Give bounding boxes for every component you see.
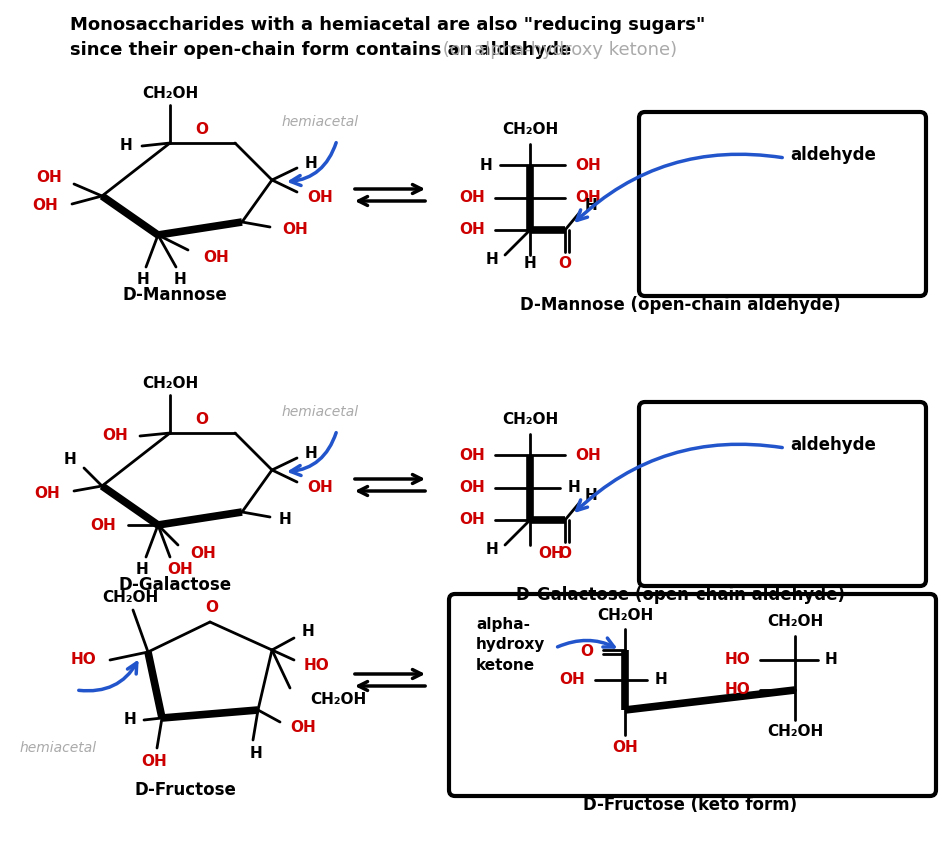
Text: H: H <box>136 271 149 287</box>
Text: D-Galactose: D-Galactose <box>118 576 232 594</box>
Text: H: H <box>135 562 149 576</box>
Text: CH₂OH: CH₂OH <box>502 123 558 137</box>
Text: CH₂OH: CH₂OH <box>767 614 823 630</box>
Text: H: H <box>585 488 598 504</box>
Text: D-Fructose: D-Fructose <box>134 781 236 799</box>
Text: D-Galactose (open-chain aldehyde): D-Galactose (open-chain aldehyde) <box>516 586 845 604</box>
Text: since their open-chain form contains an aldehyde: since their open-chain form contains an … <box>70 41 571 59</box>
Text: OH: OH <box>575 190 601 206</box>
Text: H: H <box>568 480 581 495</box>
Text: OH: OH <box>190 545 216 561</box>
Text: H: H <box>119 138 132 154</box>
Text: OH: OH <box>307 480 333 495</box>
Text: H: H <box>63 453 76 467</box>
FancyBboxPatch shape <box>639 112 926 296</box>
Text: aldehyde: aldehyde <box>790 436 876 454</box>
Text: HO: HO <box>725 652 750 668</box>
Text: OH: OH <box>459 190 485 206</box>
Text: H: H <box>480 157 492 173</box>
Text: hemiacetal: hemiacetal <box>20 741 97 755</box>
Text: OH: OH <box>141 753 166 768</box>
Text: H: H <box>524 256 536 270</box>
Text: OH: OH <box>575 157 601 173</box>
Text: OH: OH <box>559 672 585 688</box>
Text: HO: HO <box>70 652 96 668</box>
Text: ketone: ketone <box>476 658 535 672</box>
Text: H: H <box>250 746 262 760</box>
Text: OH: OH <box>32 199 58 213</box>
Text: OH: OH <box>612 740 638 754</box>
Text: Monosaccharides with a hemiacetal are also "reducing sugars": Monosaccharides with a hemiacetal are al… <box>70 16 706 34</box>
FancyBboxPatch shape <box>639 402 926 586</box>
Text: OH: OH <box>459 480 485 495</box>
Text: D-Mannose (open-chain aldehyde): D-Mannose (open-chain aldehyde) <box>519 296 840 314</box>
Text: H: H <box>305 447 318 461</box>
Text: OH: OH <box>167 562 193 576</box>
Text: OH: OH <box>459 512 485 528</box>
Text: OH: OH <box>203 250 229 264</box>
Text: H: H <box>485 252 498 268</box>
Text: HO: HO <box>304 658 330 672</box>
Text: CH₂OH: CH₂OH <box>767 725 823 740</box>
Text: H: H <box>279 512 291 528</box>
Text: OH: OH <box>102 429 128 443</box>
Text: hydroxy: hydroxy <box>476 638 546 652</box>
Text: O: O <box>196 412 208 428</box>
Text: D-Fructose (keto form): D-Fructose (keto form) <box>583 796 797 814</box>
Text: OH: OH <box>34 486 60 501</box>
Text: HO: HO <box>725 683 750 697</box>
Text: CH₂OH: CH₂OH <box>597 607 653 622</box>
Text: O: O <box>205 600 219 615</box>
Text: CH₂OH: CH₂OH <box>142 376 198 391</box>
Text: OH: OH <box>36 170 62 186</box>
Text: CH₂OH: CH₂OH <box>310 693 366 708</box>
Text: OH: OH <box>307 190 333 206</box>
FancyBboxPatch shape <box>449 594 936 796</box>
Text: CH₂OH: CH₂OH <box>142 86 198 100</box>
Text: hemiacetal: hemiacetal <box>282 115 359 129</box>
Text: O: O <box>558 545 571 561</box>
Text: H: H <box>485 543 498 557</box>
Text: H: H <box>302 625 315 639</box>
Text: hemiacetal: hemiacetal <box>282 405 359 419</box>
Text: OH: OH <box>575 448 601 462</box>
Text: OH: OH <box>290 721 316 735</box>
Text: O: O <box>580 645 593 659</box>
Text: H: H <box>825 652 838 668</box>
Text: (or alpha-hydroxy ketone): (or alpha-hydroxy ketone) <box>437 41 677 59</box>
Text: OH: OH <box>459 223 485 238</box>
Text: O: O <box>196 123 208 137</box>
Text: O: O <box>558 256 571 270</box>
Text: aldehyde: aldehyde <box>790 146 876 164</box>
Text: H: H <box>123 713 136 727</box>
Text: H: H <box>585 199 598 213</box>
Text: alpha-: alpha- <box>476 618 530 632</box>
Text: H: H <box>174 271 186 287</box>
Text: CH₂OH: CH₂OH <box>102 589 158 605</box>
Text: CH₂OH: CH₂OH <box>502 412 558 428</box>
Text: H: H <box>655 672 668 688</box>
Text: OH: OH <box>538 545 564 561</box>
Text: H: H <box>305 156 318 171</box>
Text: OH: OH <box>90 518 116 532</box>
Text: D-Mannose: D-Mannose <box>123 286 227 304</box>
Text: OH: OH <box>282 223 307 238</box>
Text: OH: OH <box>459 448 485 462</box>
